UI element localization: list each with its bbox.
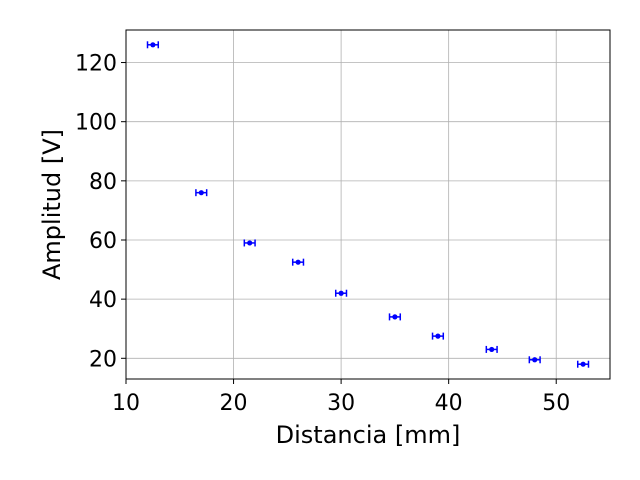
data-point — [528, 356, 541, 364]
data-point — [243, 239, 256, 247]
point-marker — [580, 361, 586, 367]
y-tick-label: 80 — [89, 170, 117, 195]
data-point — [146, 41, 160, 49]
point-marker — [150, 42, 156, 48]
data-point — [388, 313, 402, 321]
point-marker — [532, 357, 538, 363]
point-marker — [338, 290, 344, 296]
x-tick-label: 10 — [112, 391, 140, 416]
y-tick-label: 20 — [89, 347, 117, 372]
x-tick-label: 50 — [542, 391, 570, 416]
data-point — [195, 189, 208, 197]
axis-ticks: 10 20 30 40 50 20 40 60 80 100 120 — [75, 52, 570, 416]
plot-frame — [125, 29, 611, 380]
data-point — [291, 258, 305, 266]
x-tick-label: 20 — [220, 391, 248, 416]
point-marker — [392, 314, 398, 320]
x-tick-label: 40 — [435, 391, 463, 416]
data-point — [576, 360, 590, 368]
data-point — [485, 345, 498, 353]
y-tick-label: 40 — [89, 288, 117, 313]
data-point — [431, 332, 445, 340]
y-tick-label: 100 — [75, 111, 117, 136]
point-marker — [435, 333, 441, 339]
point-marker — [247, 240, 253, 246]
point-marker — [295, 259, 301, 265]
y-axis-title: Amplitud [V] — [38, 129, 66, 280]
x-tick-label: 30 — [327, 391, 355, 416]
grid-lines — [125, 30, 610, 379]
x-axis-title: Distancia [mm] — [276, 421, 461, 449]
data-point — [334, 289, 348, 297]
point-marker — [489, 346, 495, 353]
y-tick-label: 60 — [89, 229, 117, 254]
y-tick-label: 120 — [75, 52, 117, 77]
data-points — [146, 41, 590, 368]
point-marker — [198, 190, 204, 196]
